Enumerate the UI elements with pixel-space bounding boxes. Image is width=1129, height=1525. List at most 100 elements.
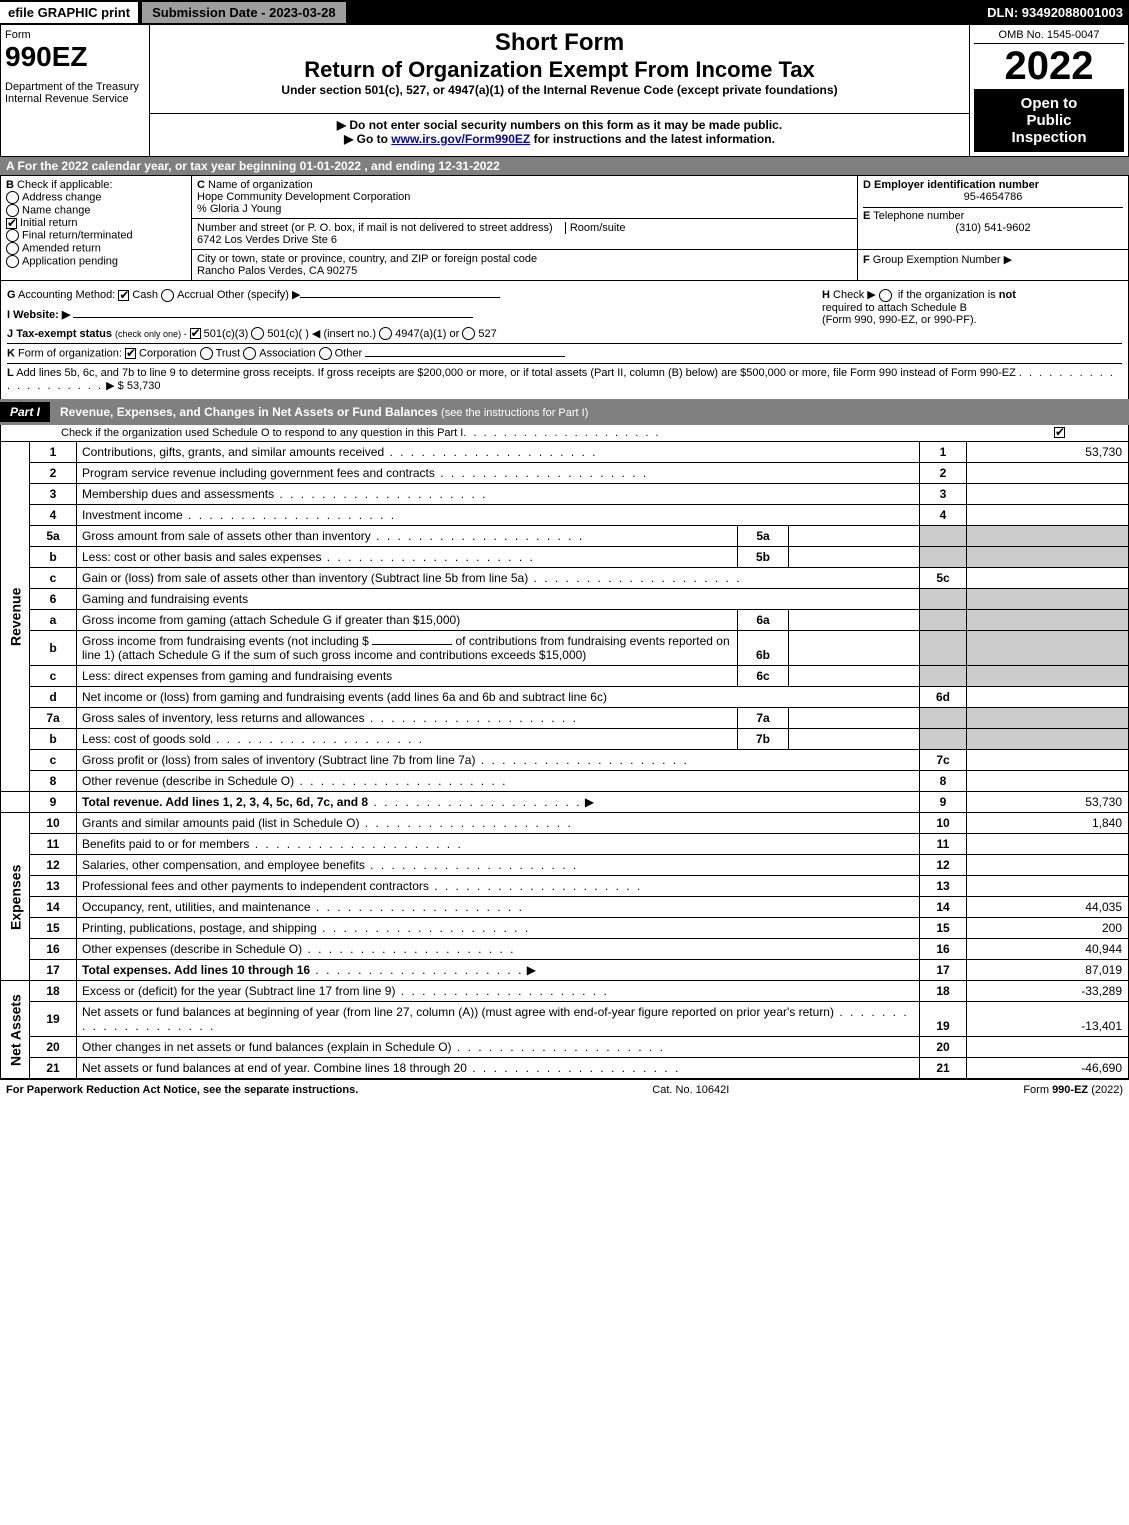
dots-icon — [467, 1061, 680, 1075]
l6c-num: c — [30, 666, 77, 687]
other-org-radio[interactable] — [319, 347, 332, 360]
l6-desc: Gaming and fundraising events — [77, 589, 920, 610]
name-change: Name change — [22, 204, 91, 216]
501c3-check[interactable] — [190, 328, 201, 339]
l11-desc: Benefits paid to or for members — [82, 837, 249, 851]
501c-radio[interactable] — [251, 327, 264, 340]
accrual-radio[interactable] — [161, 289, 174, 302]
l21-num: 21 — [30, 1058, 77, 1079]
l9-val: 53,730 — [967, 792, 1129, 813]
l6a-shade — [920, 610, 967, 631]
l7c-val — [967, 750, 1129, 771]
website-blank[interactable] — [73, 317, 473, 318]
4947-radio[interactable] — [379, 327, 392, 340]
address-change-radio[interactable] — [6, 191, 19, 204]
l20-desc: Other changes in net assets or fund bala… — [82, 1040, 452, 1054]
year-cell: OMB No. 1545-0047 2022 Open to Public In… — [970, 25, 1129, 157]
h-not: not — [999, 289, 1016, 301]
inspection: Inspection — [980, 129, 1118, 146]
l15-num: 15 — [30, 918, 77, 939]
part1-schedule-o-check[interactable] — [1054, 427, 1065, 438]
l17-col: 17 — [920, 960, 967, 981]
l11-num: 11 — [30, 834, 77, 855]
dots-icon — [211, 732, 424, 746]
4947-label: 4947(a)(1) or — [395, 328, 459, 340]
amended-radio[interactable] — [6, 242, 19, 255]
l16-desc: Other expenses (describe in Schedule O) — [82, 942, 302, 956]
initial-return-check[interactable] — [6, 218, 17, 229]
l6a-subval — [789, 610, 920, 631]
cash-check[interactable] — [118, 290, 129, 301]
l6b-blank[interactable] — [372, 644, 452, 645]
line-15: 15 Printing, publications, postage, and … — [1, 918, 1129, 939]
public: Public — [980, 112, 1118, 129]
527-radio[interactable] — [462, 327, 475, 340]
corp-check[interactable] — [125, 348, 136, 359]
row-k: K Form of organization: Corporation Trus… — [7, 343, 1122, 363]
l9-side-blank — [1, 792, 30, 813]
l20-num: 20 — [30, 1037, 77, 1058]
l6c-sub: 6c — [738, 666, 789, 687]
irs-link[interactable]: www.irs.gov/Form990EZ — [391, 132, 530, 146]
l6d-col: 6d — [920, 687, 967, 708]
omb-number: OMB No. 1545-0047 — [974, 29, 1124, 44]
city-value: Rancho Palos Verdes, CA 90275 — [197, 265, 357, 277]
goto-post: for instructions and the latest informat… — [530, 132, 775, 146]
other-org-blank[interactable] — [365, 356, 565, 357]
l6c-subval — [789, 666, 920, 687]
part1-title: Revenue, Expenses, and Changes in Net As… — [60, 405, 588, 419]
assoc-radio[interactable] — [243, 347, 256, 360]
l5b-shade-val — [967, 547, 1129, 568]
l9-num: 9 — [30, 792, 77, 813]
other-blank[interactable] — [300, 297, 500, 298]
dots-icon — [317, 921, 530, 935]
line-14: 14 Occupancy, rent, utilities, and maint… — [1, 897, 1129, 918]
l14-num: 14 — [30, 897, 77, 918]
j-label: J — [7, 328, 13, 340]
g-label: G — [7, 289, 16, 301]
dots-icon — [528, 571, 741, 585]
l5a-num: 5a — [30, 526, 77, 547]
efile-label[interactable]: efile GRAPHIC print — [0, 2, 138, 23]
l10-col: 10 — [920, 813, 967, 834]
l5b-desc: Less: cost or other basis and sales expe… — [82, 550, 321, 564]
l14-col: 14 — [920, 897, 967, 918]
l12-col: 12 — [920, 855, 967, 876]
app-pending-radio[interactable] — [6, 255, 19, 268]
l7b-desc: Less: cost of goods sold — [82, 732, 211, 746]
dots-icon — [475, 753, 688, 767]
l7b-subval — [789, 729, 920, 750]
dots-icon — [359, 816, 572, 830]
h-radio[interactable] — [879, 289, 892, 302]
dots-icon — [371, 529, 584, 543]
f-label: F — [863, 254, 870, 266]
dots-icon — [302, 942, 515, 956]
line-1: Revenue 1 Contributions, gifts, grants, … — [1, 442, 1129, 463]
l5a-sub: 5a — [738, 526, 789, 547]
l8-val — [967, 771, 1129, 792]
l6b-desc-cell: Gross income from fundraising events (no… — [77, 631, 738, 666]
amended-return: Amended return — [22, 242, 101, 254]
l15-desc: Printing, publications, postage, and shi… — [82, 921, 317, 935]
l17-desc: Total expenses. Add lines 10 through 16 — [82, 963, 310, 977]
trust-radio[interactable] — [200, 347, 213, 360]
section-h: H Check ▶ if the organization is not req… — [812, 288, 1122, 326]
l5a-desc: Gross amount from sale of assets other t… — [82, 529, 371, 543]
l7c-num: c — [30, 750, 77, 771]
ein-value: 95-4654786 — [863, 191, 1123, 203]
net-assets-side-label: Net Assets — [1, 981, 30, 1079]
h-required: required to attach Schedule B — [822, 302, 967, 314]
l17-num: 17 — [30, 960, 77, 981]
ein-label: Employer identification number — [874, 179, 1039, 191]
d-label: D — [863, 179, 871, 191]
check-one: (check only one) - — [115, 329, 187, 339]
dots-icon — [452, 1040, 665, 1054]
l5b-num: b — [30, 547, 77, 568]
final-return-radio[interactable] — [6, 229, 19, 242]
footer-form-num: 990-EZ — [1052, 1084, 1088, 1096]
line-8: 8 Other revenue (describe in Schedule O)… — [1, 771, 1129, 792]
part1-bar: Part I Revenue, Expenses, and Changes in… — [0, 399, 1129, 425]
l12-desc: Salaries, other compensation, and employ… — [82, 858, 365, 872]
tax-exempt-label: Tax-exempt status — [16, 328, 112, 340]
l8-col: 8 — [920, 771, 967, 792]
